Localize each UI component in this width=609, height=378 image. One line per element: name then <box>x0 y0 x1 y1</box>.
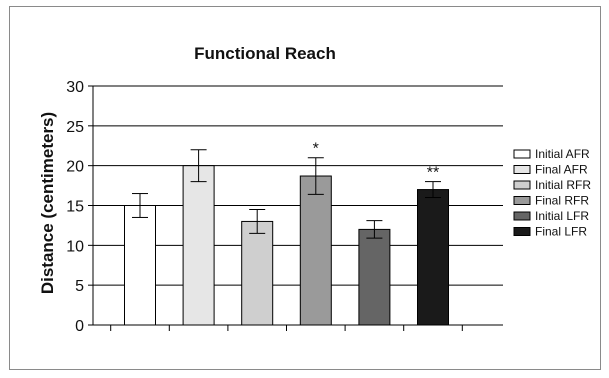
legend-swatch <box>513 211 531 221</box>
bar <box>124 205 156 326</box>
bar <box>358 228 391 326</box>
y-tick-label: 10 <box>66 238 84 255</box>
legend-swatch <box>513 165 531 174</box>
y-tick-label: 5 <box>75 278 84 295</box>
y-tick-label: 25 <box>66 119 84 136</box>
y-tick-label: 15 <box>66 199 84 216</box>
significance-marker: * <box>313 141 319 158</box>
legend-label: Final RFR <box>535 194 589 208</box>
legend-label: Final AFR <box>535 163 588 177</box>
legend-label: Initial RFR <box>535 178 591 192</box>
legend-swatch <box>513 180 531 190</box>
legend-label: Initial LFR <box>535 209 589 223</box>
y-tick-label: 30 <box>66 79 84 96</box>
bar <box>182 165 215 326</box>
legend-label: Initial AFR <box>535 147 590 161</box>
legend-label: Final LFR <box>535 225 587 239</box>
legend-swatch <box>513 196 531 205</box>
y-tick-label: 20 <box>66 159 84 176</box>
significance-marker: ** <box>427 165 439 182</box>
bar <box>299 175 332 326</box>
bars-group: *** <box>124 141 449 326</box>
legend-swatch <box>513 227 531 236</box>
y-axis-label: Distance (centimeters) <box>38 112 57 294</box>
axes-group: 0 5 10 15 20 25 30 <box>66 79 503 335</box>
y-tick-label: 0 <box>75 318 84 335</box>
legend-swatch <box>513 149 531 159</box>
chart-title: Functional Reach <box>194 44 336 63</box>
bar <box>241 220 274 326</box>
chart-frame: Functional Reach * ** 0 5 10 15 20 25 30 Distan… <box>9 6 601 370</box>
bar <box>417 189 449 326</box>
